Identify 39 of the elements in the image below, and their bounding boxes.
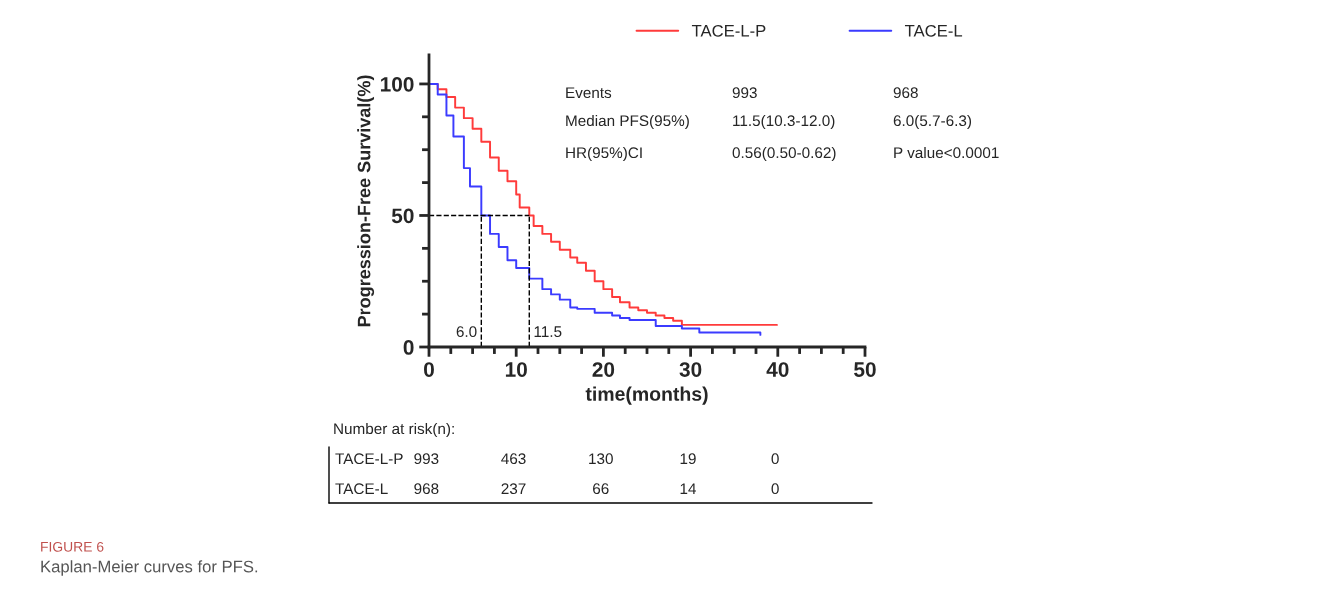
text: 968: [893, 87, 918, 99]
annotation: HR(95%)CI: [566, 146, 642, 162]
annotation: 993: [732, 87, 757, 99]
text: FIGURE 6: [41, 541, 104, 552]
y-axis-title: Progression-Free Survival(%): [357, 75, 375, 327]
legend-label: TACE-L-P: [691, 24, 766, 37]
text: 237: [501, 483, 526, 495]
text: 0: [771, 483, 779, 495]
x-tick-label: 10: [505, 362, 527, 377]
text: TACE-L-P: [335, 453, 403, 465]
text: Kaplan-Meier curves for PFS.: [41, 560, 258, 576]
annotation: Events: [566, 87, 612, 99]
x-tick-label: 30: [679, 362, 702, 377]
text: 968: [414, 483, 439, 495]
ref-line-label: 6.0: [456, 326, 477, 338]
annotation: 0.56(0.50-0.62): [732, 146, 836, 162]
x-tick-label: 40: [766, 362, 789, 377]
annotation: Median PFS(95%): [566, 114, 689, 130]
y-tick-label: 0: [403, 340, 414, 355]
x-tick-label: 20: [592, 362, 615, 377]
text: 19: [680, 453, 696, 465]
annotation: 11.5(10.3-12.0): [733, 114, 835, 130]
legend-label: TACE-L: [904, 24, 963, 37]
text: P value<0.0001: [894, 146, 999, 159]
text: 130: [589, 453, 613, 465]
text: Number at risk(n):: [334, 422, 454, 438]
text: 463: [501, 453, 526, 465]
text: 0: [771, 453, 779, 465]
x-tick-label: 0: [424, 362, 434, 377]
text: 66: [593, 483, 609, 495]
text: 14: [680, 483, 696, 494]
x-axis-title: time(months): [585, 386, 708, 405]
x-tick-label: 50: [854, 362, 876, 377]
y-tick-label: 50: [391, 208, 414, 224]
text: 993: [414, 453, 439, 465]
ref-line-label: 11.5: [534, 326, 562, 338]
text: TACE-L: [335, 483, 388, 495]
y-tick-label: 100: [380, 76, 414, 92]
text: 6.0(5.7-6.3): [893, 114, 972, 130]
